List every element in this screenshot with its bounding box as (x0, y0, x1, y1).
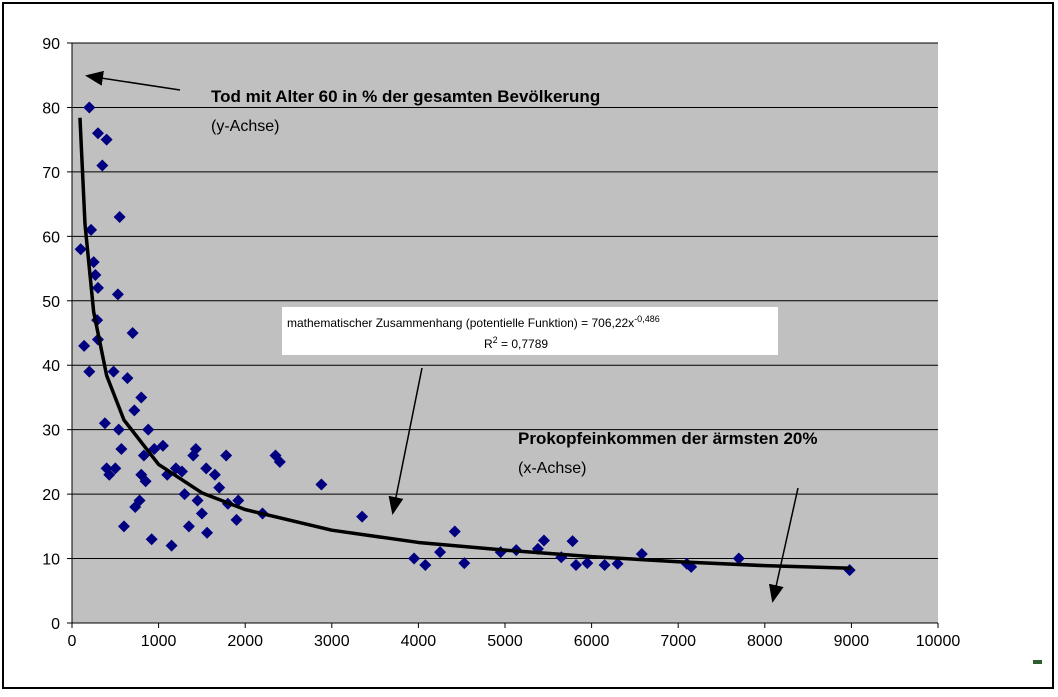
data-point (611, 557, 624, 570)
arrow (85, 70, 181, 91)
data-point (419, 559, 432, 571)
data-point (135, 391, 148, 404)
data-point (96, 159, 109, 172)
trendline-label: mathematischer Zusammenhang (potentielle… (282, 307, 778, 355)
data-point (91, 281, 104, 294)
r-squared: R2 = 0,7789 (484, 335, 548, 351)
data-point (230, 513, 243, 526)
data-point (315, 478, 328, 491)
data-point (113, 211, 126, 223)
y-tick-label: 90 (42, 36, 60, 53)
data-point (448, 525, 461, 538)
annotation-title: Prokopfeinkommen der ärmsten 20% (518, 429, 817, 448)
data-point (220, 449, 233, 462)
x-tick-label: 7000 (660, 633, 696, 650)
data-point (83, 365, 96, 378)
x-tick-label: 1000 (141, 633, 177, 650)
annotation-note: (y-Achse) (211, 118, 279, 135)
data-point (178, 488, 191, 501)
data-point (208, 468, 221, 481)
data-point (189, 443, 202, 455)
x-tick-label: 4000 (401, 633, 437, 650)
data-point (191, 494, 204, 507)
data-point (165, 539, 178, 552)
label-box (282, 307, 778, 355)
data-point (126, 327, 139, 339)
x-tick-label: 10000 (916, 633, 961, 650)
r-power: 2 (493, 335, 498, 345)
x-tick-label: 3000 (314, 633, 350, 650)
data-point (537, 534, 550, 547)
data-point (103, 468, 116, 481)
data-point (121, 372, 134, 385)
data-point (128, 404, 141, 417)
data-point (85, 223, 98, 236)
x-tick-label: 2000 (227, 633, 263, 650)
x-tick-label: 5000 (487, 633, 523, 650)
data-point (74, 243, 87, 256)
exponent: -0,486 (634, 314, 660, 324)
annotation-note: (x-Achse) (518, 460, 586, 477)
data-point (115, 443, 128, 455)
annotation-title: Tod mit Alter 60 in % der gesamten Bevöl… (211, 87, 600, 106)
data-point (408, 552, 421, 565)
data-point (182, 520, 195, 533)
data-point (570, 559, 583, 571)
data-point (201, 526, 214, 539)
data-point (139, 475, 152, 488)
data-point (434, 546, 447, 559)
data-point (566, 535, 579, 548)
data-point (156, 439, 169, 452)
data-point (213, 481, 226, 494)
y-tick-label: 0 (51, 616, 60, 633)
data-point (145, 533, 158, 546)
y-tick-label: 80 (42, 100, 60, 117)
trendline (78, 117, 852, 570)
data-point (112, 423, 125, 436)
y-tick-label: 50 (42, 294, 60, 311)
y-tick-label: 70 (42, 165, 60, 182)
data-point (458, 557, 471, 570)
data-point (133, 494, 146, 507)
data-point (273, 455, 286, 468)
data-point (107, 365, 120, 378)
data-point (200, 462, 213, 475)
marker (1033, 660, 1042, 664)
data-point (142, 423, 155, 436)
y-tick-label: 20 (42, 487, 60, 504)
y-tick-label: 30 (42, 423, 60, 440)
arrow (768, 487, 799, 603)
data-point (83, 101, 96, 114)
y-tick-label: 10 (42, 552, 60, 569)
data-point (78, 339, 91, 352)
data-point (635, 548, 648, 561)
y-tick-label: 60 (42, 229, 60, 246)
data-point (111, 288, 124, 301)
data-point (581, 557, 594, 570)
r-symbol: R (484, 337, 493, 351)
y-tick-label: 40 (42, 358, 60, 375)
data-point (137, 449, 150, 462)
equation-text: mathematischer Zusammenhang (potentielle… (287, 316, 634, 330)
arrow (388, 367, 423, 515)
x-tick-label: 8000 (747, 633, 783, 650)
data-point (356, 510, 369, 523)
data-point (598, 559, 611, 571)
x-tick-label: 9000 (834, 633, 870, 650)
data-point (117, 520, 130, 533)
data-point (175, 465, 188, 478)
data-point (195, 507, 208, 520)
data-point (109, 462, 122, 475)
data-point (100, 133, 113, 146)
data-point (91, 127, 104, 140)
data-point (232, 494, 245, 507)
data-point (98, 417, 111, 430)
data-point (732, 552, 745, 565)
equation: mathematischer Zusammenhang (potentielle… (287, 314, 660, 330)
x-tick-label: 6000 (574, 633, 610, 650)
data-point (89, 269, 102, 281)
x-tick-label: 0 (68, 633, 77, 650)
r-value: = 0,7789 (498, 337, 549, 351)
